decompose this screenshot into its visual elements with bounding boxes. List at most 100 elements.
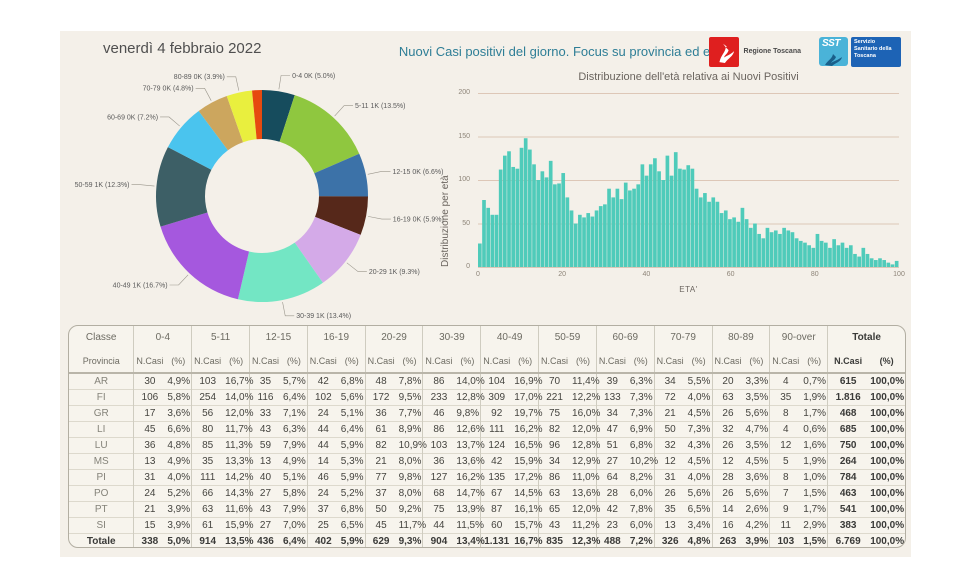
histogram-bar[interactable] (540, 171, 545, 267)
histogram-bar[interactable] (882, 260, 886, 267)
histogram-bar[interactable] (673, 152, 678, 267)
histogram-bar[interactable] (686, 165, 691, 267)
histogram-bar[interactable] (761, 238, 766, 267)
histogram-bar[interactable] (607, 188, 611, 267)
histogram-bar[interactable] (507, 151, 511, 267)
histogram-bar[interactable] (698, 197, 703, 267)
histogram-bar[interactable] (636, 184, 641, 267)
histogram-bar[interactable] (619, 199, 624, 267)
histogram-bar[interactable] (744, 219, 749, 267)
histogram-bar[interactable] (515, 168, 520, 267)
donut-slice-60-69[interactable] (167, 110, 228, 170)
histogram-bar[interactable] (665, 155, 670, 267)
histogram-bar[interactable] (894, 260, 899, 267)
histogram-bar[interactable] (544, 177, 549, 267)
donut-slice-90-over[interactable] (252, 90, 262, 140)
histogram-bar[interactable] (553, 184, 557, 267)
histogram-bar[interactable] (819, 240, 824, 267)
donut-slice-50-59[interactable] (156, 147, 212, 227)
histogram-bar[interactable] (736, 221, 741, 267)
histogram-bar[interactable] (757, 233, 761, 267)
histogram-bar[interactable] (886, 262, 891, 267)
histogram-bar[interactable] (723, 210, 728, 267)
histogram-bar[interactable] (857, 256, 861, 267)
histogram-bar[interactable] (719, 213, 724, 267)
donut-slice-70-79[interactable] (198, 96, 244, 151)
histogram-bar[interactable] (661, 180, 666, 267)
histogram-bar[interactable] (828, 247, 832, 267)
histogram-bar[interactable] (848, 245, 853, 267)
histogram-bar[interactable] (598, 206, 603, 267)
histogram-bar[interactable] (573, 223, 578, 268)
donut-slice-5-11[interactable] (279, 95, 360, 174)
histogram-bar[interactable] (811, 247, 816, 267)
histogram-bar[interactable] (669, 175, 674, 267)
histogram-bar[interactable] (711, 197, 716, 267)
donut-slice-16-19[interactable] (315, 196, 368, 235)
donut-slice-80-89[interactable] (226, 90, 257, 143)
histogram-bar[interactable] (578, 214, 582, 267)
histogram-bar[interactable] (765, 227, 770, 267)
histogram-bar[interactable] (753, 223, 757, 268)
histogram-bar[interactable] (703, 193, 707, 267)
histogram-bar[interactable] (682, 169, 686, 267)
histogram-bar[interactable] (523, 138, 528, 267)
histogram-bar[interactable] (569, 210, 574, 267)
histogram-bar[interactable] (653, 158, 657, 267)
histogram-bar[interactable] (482, 200, 486, 267)
histogram-bar[interactable] (494, 214, 499, 267)
donut-slice-40-49[interactable] (160, 212, 250, 300)
histogram-bar[interactable] (815, 233, 820, 267)
histogram-bar[interactable] (878, 258, 882, 267)
histogram-bar[interactable] (873, 260, 878, 267)
histogram-bar[interactable] (836, 245, 841, 267)
histogram-bar[interactable] (740, 207, 745, 267)
histogram-bar[interactable] (869, 258, 874, 267)
histogram-bar[interactable] (478, 243, 482, 267)
histogram-bar[interactable] (548, 160, 553, 267)
histogram-bar[interactable] (890, 264, 895, 267)
histogram-bar[interactable] (623, 182, 628, 267)
histogram-bar[interactable] (840, 242, 845, 267)
histogram-bar[interactable] (594, 210, 599, 267)
histogram-bar[interactable] (715, 201, 720, 267)
histogram-bar[interactable] (611, 197, 616, 267)
histogram-bar[interactable] (640, 164, 645, 267)
histogram-bar[interactable] (590, 216, 595, 267)
histogram-bar[interactable] (690, 168, 695, 267)
histogram-bar[interactable] (503, 155, 507, 267)
histogram-bar[interactable] (853, 253, 857, 267)
histogram-bar[interactable] (490, 214, 495, 267)
donut-slice-20-29[interactable] (294, 216, 361, 283)
histogram-bar[interactable] (728, 219, 732, 267)
histogram-bar[interactable] (798, 240, 803, 267)
histogram-bar[interactable] (565, 197, 570, 267)
donut-slice-12-15[interactable] (314, 153, 369, 197)
histogram-bar[interactable] (615, 188, 620, 267)
histogram-bar[interactable] (536, 180, 541, 267)
histogram-bar[interactable] (519, 147, 524, 267)
histogram-bar[interactable] (561, 173, 566, 267)
histogram-bar[interactable] (782, 227, 786, 267)
histogram-bar[interactable] (844, 247, 849, 267)
histogram-bar[interactable] (773, 230, 778, 267)
histogram-bar[interactable] (644, 175, 649, 267)
histogram-bar[interactable] (732, 217, 736, 267)
histogram-bar[interactable] (586, 213, 591, 267)
donut-slice-30-39[interactable] (237, 242, 323, 302)
histogram-bar[interactable] (532, 164, 536, 267)
histogram-bar[interactable] (511, 166, 516, 267)
histogram-bar[interactable] (632, 188, 636, 267)
histogram-bar[interactable] (582, 217, 586, 267)
histogram-bar[interactable] (861, 247, 866, 267)
histogram-bar[interactable] (678, 168, 682, 267)
histogram-bar[interactable] (865, 253, 870, 267)
histogram-bar[interactable] (786, 230, 791, 267)
histogram-bar[interactable] (557, 183, 561, 267)
histogram-bar[interactable] (648, 164, 653, 267)
histogram-bar[interactable] (498, 169, 503, 267)
histogram-bar[interactable] (778, 233, 782, 267)
histogram-bar[interactable] (694, 188, 699, 267)
histogram-bar[interactable] (832, 239, 836, 267)
histogram-bar[interactable] (603, 204, 607, 267)
